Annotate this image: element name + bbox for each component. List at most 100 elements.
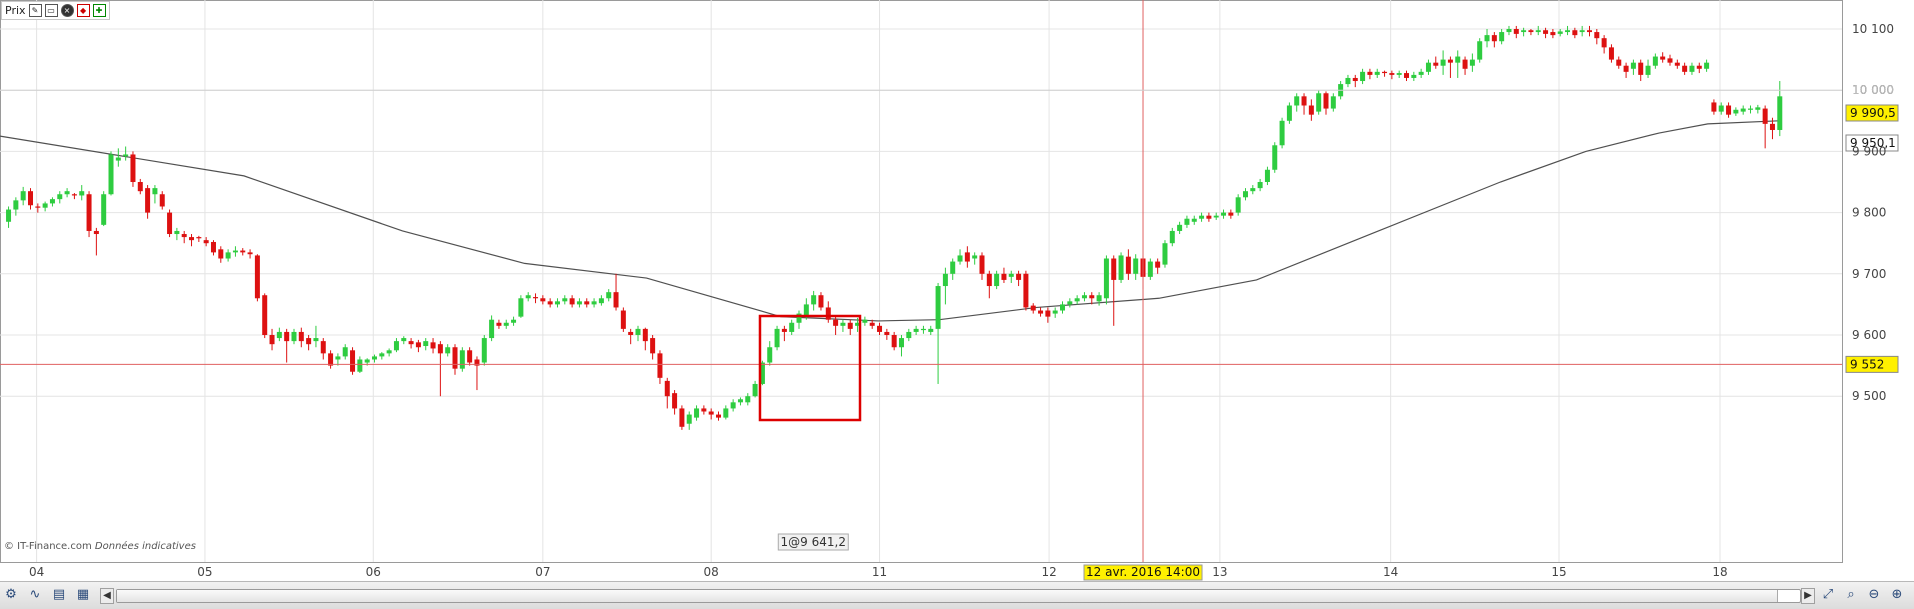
candle-body	[1001, 273, 1007, 280]
remove-indicator-icon[interactable]: ◆	[76, 4, 90, 17]
candle	[1674, 59, 1680, 69]
y-tick-label: 9 700	[1852, 267, 1886, 281]
candle	[972, 252, 978, 265]
candle-body	[716, 414, 722, 418]
candle	[1133, 254, 1139, 280]
horizontal-scrollbar[interactable]	[116, 589, 1801, 603]
candle-body	[803, 304, 809, 317]
candle	[1264, 166, 1270, 186]
grid	[0, 0, 1843, 563]
candle	[1389, 70, 1395, 80]
candle	[1250, 185, 1256, 195]
candle-body	[1228, 212, 1234, 216]
candle	[1682, 62, 1688, 75]
candle-body	[1748, 108, 1754, 110]
candle-body	[1623, 65, 1629, 72]
x-tick-label: 15	[1551, 565, 1566, 579]
candle	[723, 405, 729, 420]
candle	[847, 319, 853, 335]
candle-body	[855, 322, 861, 326]
candle	[1206, 212, 1212, 222]
candle	[525, 292, 531, 302]
candle-body	[1308, 105, 1314, 115]
candle	[862, 316, 868, 326]
candle-body	[1023, 273, 1029, 308]
candle-body	[664, 380, 670, 397]
candle	[1748, 105, 1754, 114]
candle	[467, 347, 473, 366]
window-icon[interactable]: ▭	[44, 4, 58, 17]
candle-body	[1316, 93, 1322, 112]
candle-body	[811, 295, 817, 305]
candle	[979, 252, 985, 280]
zoom-out-icon[interactable]: ⊖	[1868, 587, 1880, 602]
candle-body	[759, 362, 765, 384]
zoom-select-icon[interactable]: ⌕	[1847, 587, 1855, 602]
candle-body	[1762, 108, 1768, 124]
price-chart[interactable]: 9 990,5 9 950,1 9 552 © IT-Finance.com Donn…	[0, 0, 1914, 581]
candle-body	[130, 154, 136, 182]
candle	[1272, 142, 1278, 173]
wrench-icon[interactable]: ✎	[28, 4, 42, 17]
indicators-icon[interactable]: ∿	[29, 587, 41, 602]
candle	[218, 246, 224, 263]
candle-body	[840, 322, 846, 326]
candle-body	[1616, 59, 1622, 66]
candle	[1521, 27, 1527, 37]
zoom-reset-icon[interactable]: ⤢	[1822, 587, 1834, 602]
candle-body	[1740, 108, 1746, 112]
candle	[437, 341, 443, 397]
close-icon[interactable]: ×	[60, 4, 74, 17]
candle-body	[276, 331, 282, 339]
candle	[1565, 25, 1571, 36]
candle	[986, 270, 992, 299]
candle	[415, 339, 421, 353]
candle	[1345, 74, 1351, 88]
candle-body	[584, 301, 590, 305]
candle-body	[481, 338, 487, 363]
candle	[196, 235, 202, 242]
candle-body	[1513, 29, 1519, 34]
candle	[716, 411, 722, 421]
candle-body	[1264, 169, 1270, 182]
candle-body	[1257, 182, 1263, 189]
candle	[1469, 53, 1475, 72]
ma-value-label: 9 950,1	[1845, 134, 1899, 152]
zoom-in-icon[interactable]: ⊕	[1891, 587, 1903, 602]
candle	[1323, 91, 1329, 115]
last-price-label: 9 990,5	[1845, 104, 1899, 122]
candle	[167, 209, 173, 238]
candle-body	[1081, 295, 1087, 299]
candle	[1557, 29, 1563, 37]
candle	[913, 325, 919, 335]
candle-body	[335, 356, 341, 360]
candle	[1579, 25, 1585, 37]
scrollbar-thumb[interactable]	[117, 590, 1778, 602]
print-icon[interactable]: ▤	[52, 587, 66, 602]
candle	[64, 188, 70, 198]
candle	[1499, 29, 1505, 45]
scroll-left-icon[interactable]: ◀	[100, 588, 114, 604]
candle	[950, 258, 956, 280]
candle-body	[1491, 35, 1497, 42]
candle-body	[1660, 56, 1666, 60]
candle-body	[1601, 38, 1607, 48]
add-indicator-icon[interactable]: ✚	[92, 4, 106, 17]
candle	[584, 298, 590, 308]
candle	[13, 197, 19, 216]
scroll-right-icon[interactable]: ▶	[1801, 588, 1815, 604]
candle	[57, 191, 63, 204]
candle	[254, 254, 260, 302]
candle-body	[818, 295, 824, 308]
candle-body	[313, 338, 319, 342]
cursor-value-bg	[777, 533, 849, 551]
candle-body	[723, 408, 729, 418]
chart-settings-icon[interactable]: ⚙	[5, 587, 17, 602]
x-tick-label: 04	[29, 565, 44, 579]
candle-body	[1008, 273, 1014, 277]
candle-body	[781, 328, 787, 332]
candle	[1630, 59, 1636, 75]
candle-body	[49, 199, 55, 204]
layout-icon[interactable]: ▦	[76, 587, 90, 602]
candle	[1462, 56, 1468, 75]
